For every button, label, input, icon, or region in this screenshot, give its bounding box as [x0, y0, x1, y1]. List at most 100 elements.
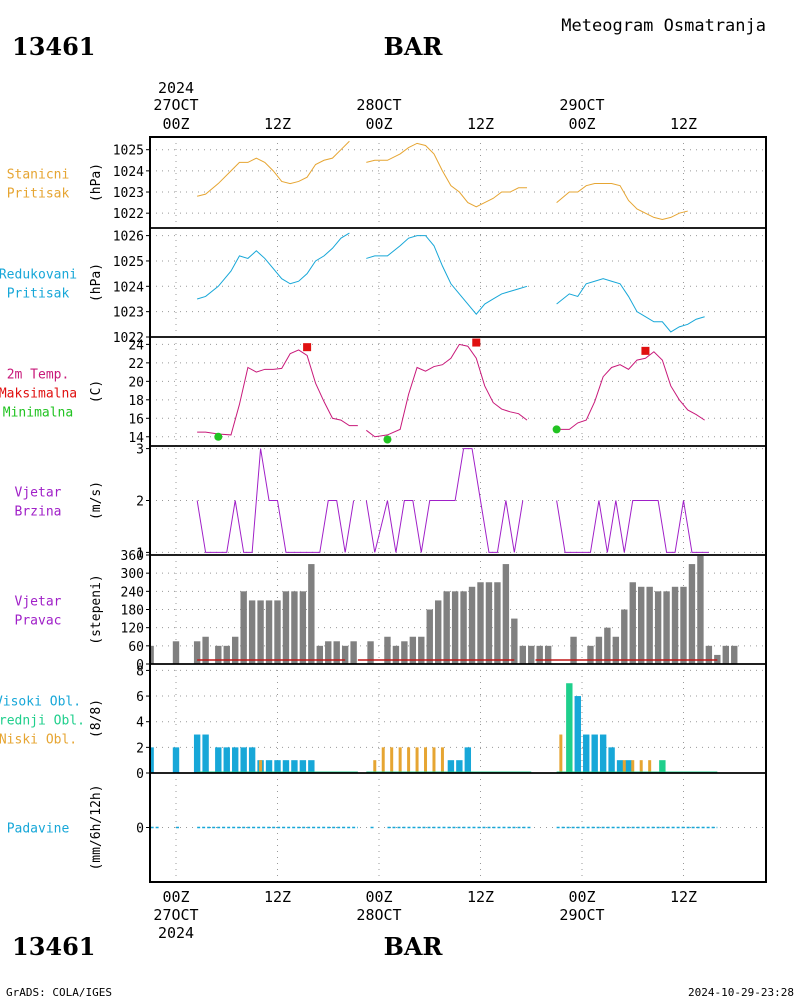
unit-label: (mm/6h/12h) — [89, 784, 104, 870]
bottom-day-label: 29OCT — [559, 906, 604, 924]
high-cloud-bar — [456, 760, 463, 773]
high-cloud-bar — [574, 696, 581, 773]
wind-dir-bar — [697, 555, 704, 664]
bottom-hour-label: 00Z — [365, 888, 392, 906]
low-cloud-bar — [631, 760, 635, 773]
panel-frame — [149, 445, 767, 556]
low-cloud-bar — [373, 760, 377, 773]
tmin-marker — [214, 432, 223, 441]
high-cloud-bar — [291, 760, 298, 773]
panel-label: Visoki Obl. — [0, 695, 81, 710]
top-day-label: 27OCT — [153, 96, 198, 114]
high-cloud-bar — [193, 734, 201, 773]
tmax-marker — [641, 346, 650, 355]
low-cloud-bar — [390, 747, 394, 773]
y-tick-label: 1024 — [113, 280, 144, 295]
panel-label: Padavine — [7, 822, 70, 837]
panel-label: Pritisak — [7, 287, 70, 302]
unit-label: (8/8) — [89, 699, 104, 738]
wind-dir-bar — [722, 645, 729, 664]
panel-plot-area — [197, 232, 705, 333]
high-cloud-bar — [599, 734, 607, 773]
y-tick-label: 16 — [128, 412, 144, 427]
top-hour-label: 12Z — [467, 115, 494, 133]
bottom-hour-label: 12Z — [467, 888, 494, 906]
wind-dir-bar — [316, 645, 323, 664]
footer-station-id: 13461 — [12, 932, 96, 961]
low-cloud-bar — [648, 760, 652, 773]
bottom-day-label: 28OCT — [356, 906, 401, 924]
station_pressure-line — [366, 142, 528, 208]
y-tick-label: 24 — [128, 338, 144, 353]
tmin-marker — [552, 425, 561, 434]
high-cloud-bar — [583, 734, 590, 773]
y-tick-label: 2 — [136, 495, 144, 510]
y-tick-label: 1025 — [113, 255, 144, 270]
unit-label: (m/s) — [89, 481, 104, 520]
grads-credit: GrADS: COLA/IGES — [6, 986, 112, 999]
low-cloud-bar — [415, 747, 419, 773]
y-tick-label: 6 — [136, 690, 144, 705]
y-tick-label: 14 — [128, 431, 144, 446]
panel-label: Redukovani — [0, 268, 77, 283]
y-tick-label: 1 — [136, 546, 144, 561]
wind_speed-line — [196, 448, 355, 553]
top-hour-label: 00Z — [365, 115, 392, 133]
bottom-hour-label: 12Z — [264, 888, 291, 906]
top-hour-label: 12Z — [264, 115, 291, 133]
wind-dir-bar — [443, 591, 450, 664]
wind-dir-bar — [502, 564, 510, 664]
wind-dir-bar — [202, 636, 209, 664]
high-cloud-bar — [232, 747, 239, 773]
panel-plot-area — [196, 448, 709, 553]
unit-label: (stepeni) — [89, 574, 104, 644]
y-tick-label: 1022 — [113, 331, 144, 346]
panel-label: Vjetar — [15, 486, 62, 501]
wind-dir-bar — [654, 591, 662, 664]
wind_speed-line — [365, 448, 524, 553]
wind-dir-bar — [714, 654, 721, 664]
bottom-day-label: 27OCT — [153, 906, 198, 924]
wind-dir-bar — [325, 641, 332, 664]
panel-plot-area — [197, 338, 705, 444]
y-tick-label: 18 — [128, 394, 144, 409]
low-cloud-bar — [398, 747, 402, 773]
unit-label: (hPa) — [89, 263, 104, 302]
high-cloud-bar — [172, 747, 180, 773]
temperature-line — [197, 349, 358, 436]
wind-dir-bar — [223, 645, 230, 664]
high-cloud-bar — [202, 734, 209, 773]
tmin-marker — [383, 435, 392, 444]
unit-label: (C) — [89, 380, 104, 403]
footer-station-name: BAR — [384, 932, 444, 961]
bottom-hour-label: 12Z — [670, 888, 697, 906]
wind-dir-bar — [671, 586, 679, 664]
generated-timestamp: 2024-10-29-23:28 — [688, 986, 794, 999]
high-cloud-bar — [150, 747, 154, 773]
low-cloud-bar — [622, 760, 626, 773]
high-cloud-bar — [464, 747, 472, 773]
wind-dir-bar — [477, 582, 484, 664]
wind-dir-bar — [341, 645, 349, 664]
y-tick-label: 4 — [136, 716, 144, 731]
wind-dir-bar — [705, 645, 713, 664]
chart-frame — [149, 136, 767, 883]
station_pressure-line — [197, 140, 350, 197]
high-cloud-bar — [265, 760, 273, 773]
y-tick-label: 1023 — [113, 186, 144, 201]
high-cloud-bar — [625, 760, 632, 773]
wind-dir-bar — [468, 586, 476, 664]
panel-label: 2m Temp. — [7, 368, 70, 383]
wind-dir-bar — [409, 636, 417, 664]
y-tick-label: 22 — [128, 357, 144, 372]
panel-frame — [149, 136, 767, 229]
wind-dir-bar — [426, 609, 433, 664]
wind-dir-bar — [536, 645, 543, 664]
y-tick-label: 0 — [136, 658, 144, 673]
panel-plot-area — [150, 683, 718, 773]
panel-label: Brzina — [15, 505, 62, 520]
wind-dir-bar — [350, 641, 357, 664]
high-cloud-bar — [447, 760, 455, 773]
wind-dir-bar — [638, 586, 645, 664]
low-cloud-bar — [407, 747, 411, 773]
